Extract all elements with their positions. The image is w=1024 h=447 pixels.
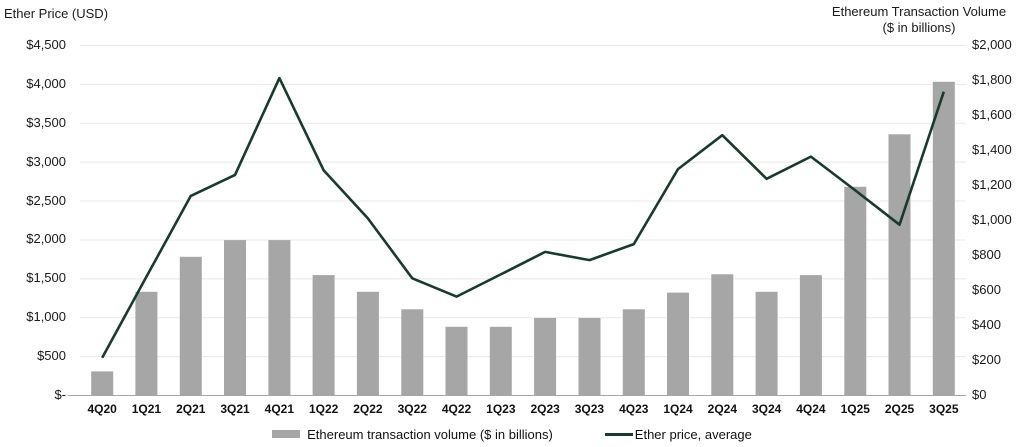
bar-2Q24 [711, 274, 734, 396]
left-axis-tick: $1,000 [26, 309, 66, 325]
bar-4Q21 [268, 240, 291, 395]
x-axis-label: 4Q21 [264, 402, 295, 416]
x-axis-label: 1Q25 [840, 402, 870, 416]
left-axis-tick: $500 [37, 348, 66, 364]
bar-1Q24 [667, 292, 689, 395]
right-axis-tick: $1,600 [972, 107, 1012, 122]
x-axis-label: 2Q23 [530, 402, 560, 416]
bar-1Q22 [312, 275, 335, 395]
x-axis-label: 1Q21 [131, 402, 162, 416]
right-axis-title-line1: Ethereum Transaction Volume [831, 4, 1007, 19]
legend-line-swatch-icon [604, 432, 633, 436]
x-axis-label: 2Q25 [884, 402, 915, 416]
left-axis-tick: $4,500 [26, 37, 66, 52]
left-axis-title: Ether Price (USD) [4, 6, 109, 21]
right-axis-tick: $1,400 [972, 142, 1012, 157]
x-axis-label: 3Q21 [220, 402, 250, 416]
bar-4Q20 [91, 371, 114, 395]
x-axis-label: 3Q24 [751, 402, 782, 416]
bar-2Q21 [179, 256, 202, 396]
right-axis-tick: $1,800 [972, 72, 1012, 87]
left-axis-tick: $3,500 [26, 114, 66, 130]
x-axis-label: 3Q22 [397, 402, 427, 416]
left-axis-tick: $2,000 [26, 231, 66, 247]
bar-3Q23 [578, 318, 601, 395]
right-axis-title-line2: ($ in billions) [882, 20, 956, 35]
bar-3Q21 [224, 240, 246, 395]
bar-3Q25 [932, 81, 955, 396]
right-axis-title: Ethereum Transaction Volume ($ in billio… [814, 4, 1024, 36]
legend-bar-label: Ethereum transaction volume ($ in billio… [307, 426, 553, 442]
legend: Ethereum transaction volume ($ in billio… [0, 424, 1024, 444]
right-axis-tick: $600 [972, 282, 1001, 297]
bar-4Q24 [799, 275, 822, 395]
bar-2Q22 [356, 291, 379, 396]
left-axis-tick: $4,000 [26, 75, 66, 91]
right-axis-tick: $0 [972, 387, 987, 402]
bar-1Q25 [844, 186, 867, 396]
x-axis-label: 2Q24 [707, 402, 738, 416]
right-axis-tick: $400 [972, 317, 1001, 332]
left-axis-tick: $- [54, 387, 66, 402]
left-axis-tick: $3,000 [26, 153, 66, 169]
x-axis-label: 3Q25 [929, 402, 959, 416]
legend-line-label: Ether price, average [634, 426, 752, 442]
bar-1Q23 [489, 326, 512, 396]
x-axis-label: 1Q24 [663, 402, 693, 416]
x-axis-label: 4Q22 [441, 402, 472, 416]
bar-1Q21 [135, 291, 158, 396]
right-axis-tick: $2,000 [972, 37, 1012, 52]
x-axis-label: 1Q23 [486, 402, 516, 416]
left-axis-tick: $2,500 [26, 192, 66, 208]
right-axis-tick: $200 [972, 352, 1001, 367]
x-axis-label: 1Q22 [308, 402, 339, 416]
x-axis-label: 4Q23 [619, 402, 649, 416]
legend-bar-swatch-icon [272, 430, 301, 438]
x-axis-label: 4Q20 [87, 402, 117, 416]
right-axis-tick: $800 [972, 247, 1001, 262]
right-axis-tick: $1,200 [972, 177, 1012, 192]
bar-2Q25 [888, 134, 911, 396]
bar-3Q22 [401, 309, 424, 396]
bar-3Q24 [755, 291, 778, 396]
x-axis-label: 4Q24 [796, 402, 826, 416]
bar-4Q22 [445, 326, 468, 396]
bar-2Q23 [534, 318, 557, 395]
ether-price-line [101, 76, 946, 359]
right-axis-tick: $1,000 [972, 212, 1012, 227]
x-axis-label: 2Q21 [176, 402, 206, 416]
left-axis-tick: $1,500 [26, 270, 66, 286]
x-axis-label: 3Q23 [574, 402, 605, 416]
x-axis-label: 2Q22 [353, 402, 383, 416]
bar-4Q23 [622, 309, 645, 396]
